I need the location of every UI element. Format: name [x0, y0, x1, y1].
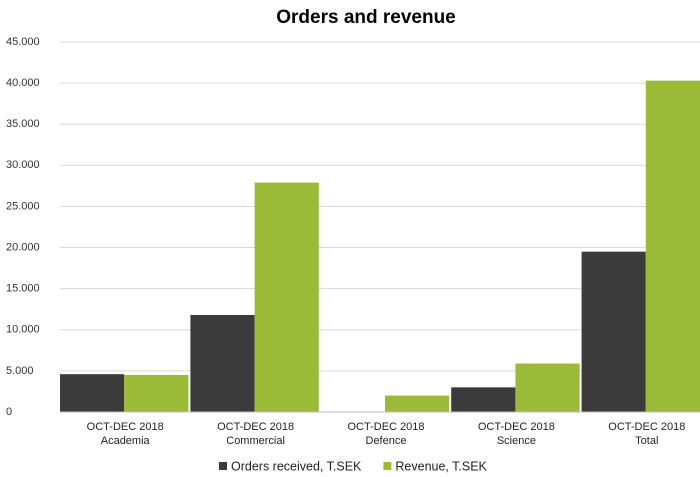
y-tick-label: 20.000 [6, 241, 40, 253]
y-tick-label: 30.000 [6, 159, 40, 171]
x-tick-label: OCT-DEC 2018 [87, 421, 164, 433]
bar [515, 363, 580, 412]
bar [60, 374, 125, 412]
y-tick-label: 40.000 [6, 77, 40, 89]
bar [451, 387, 516, 412]
y-tick-label: 5.000 [6, 365, 34, 377]
x-tick-label: Academia [101, 435, 151, 447]
x-tick-label: OCT-DEC 2018 [608, 421, 685, 433]
legend-label: Orders received, T.SEK [231, 459, 362, 473]
x-tick-label: Defence [366, 435, 407, 447]
y-tick-label: 0 [6, 406, 12, 418]
x-tick-label: Science [497, 435, 536, 447]
legend-swatch [383, 462, 392, 470]
x-tick-label: OCT-DEC 2018 [217, 421, 294, 433]
legend-label: Revenue, T.SEK [395, 459, 487, 473]
bar [124, 375, 189, 412]
y-tick-label: 25.000 [6, 200, 40, 212]
y-tick-label: 10.000 [6, 324, 40, 336]
legend-swatch [219, 462, 227, 470]
x-tick-label: OCT-DEC 2018 [347, 421, 424, 433]
bar [190, 314, 255, 412]
x-tick-label: Total [635, 435, 658, 447]
bar [385, 395, 450, 412]
y-tick-label: 35.000 [6, 118, 40, 130]
x-tick-label: Commercial [226, 435, 285, 447]
bar [581, 251, 646, 412]
x-tick-label: OCT-DEC 2018 [478, 421, 555, 433]
chart-title: Orders and revenue [276, 7, 456, 28]
bar [645, 80, 700, 413]
y-tick-label: 15.000 [6, 283, 40, 295]
y-tick-label: 45.000 [6, 36, 40, 48]
bar [254, 182, 319, 412]
